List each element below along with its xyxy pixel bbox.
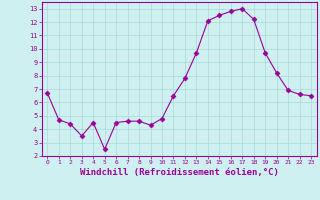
X-axis label: Windchill (Refroidissement éolien,°C): Windchill (Refroidissement éolien,°C) (80, 168, 279, 177)
